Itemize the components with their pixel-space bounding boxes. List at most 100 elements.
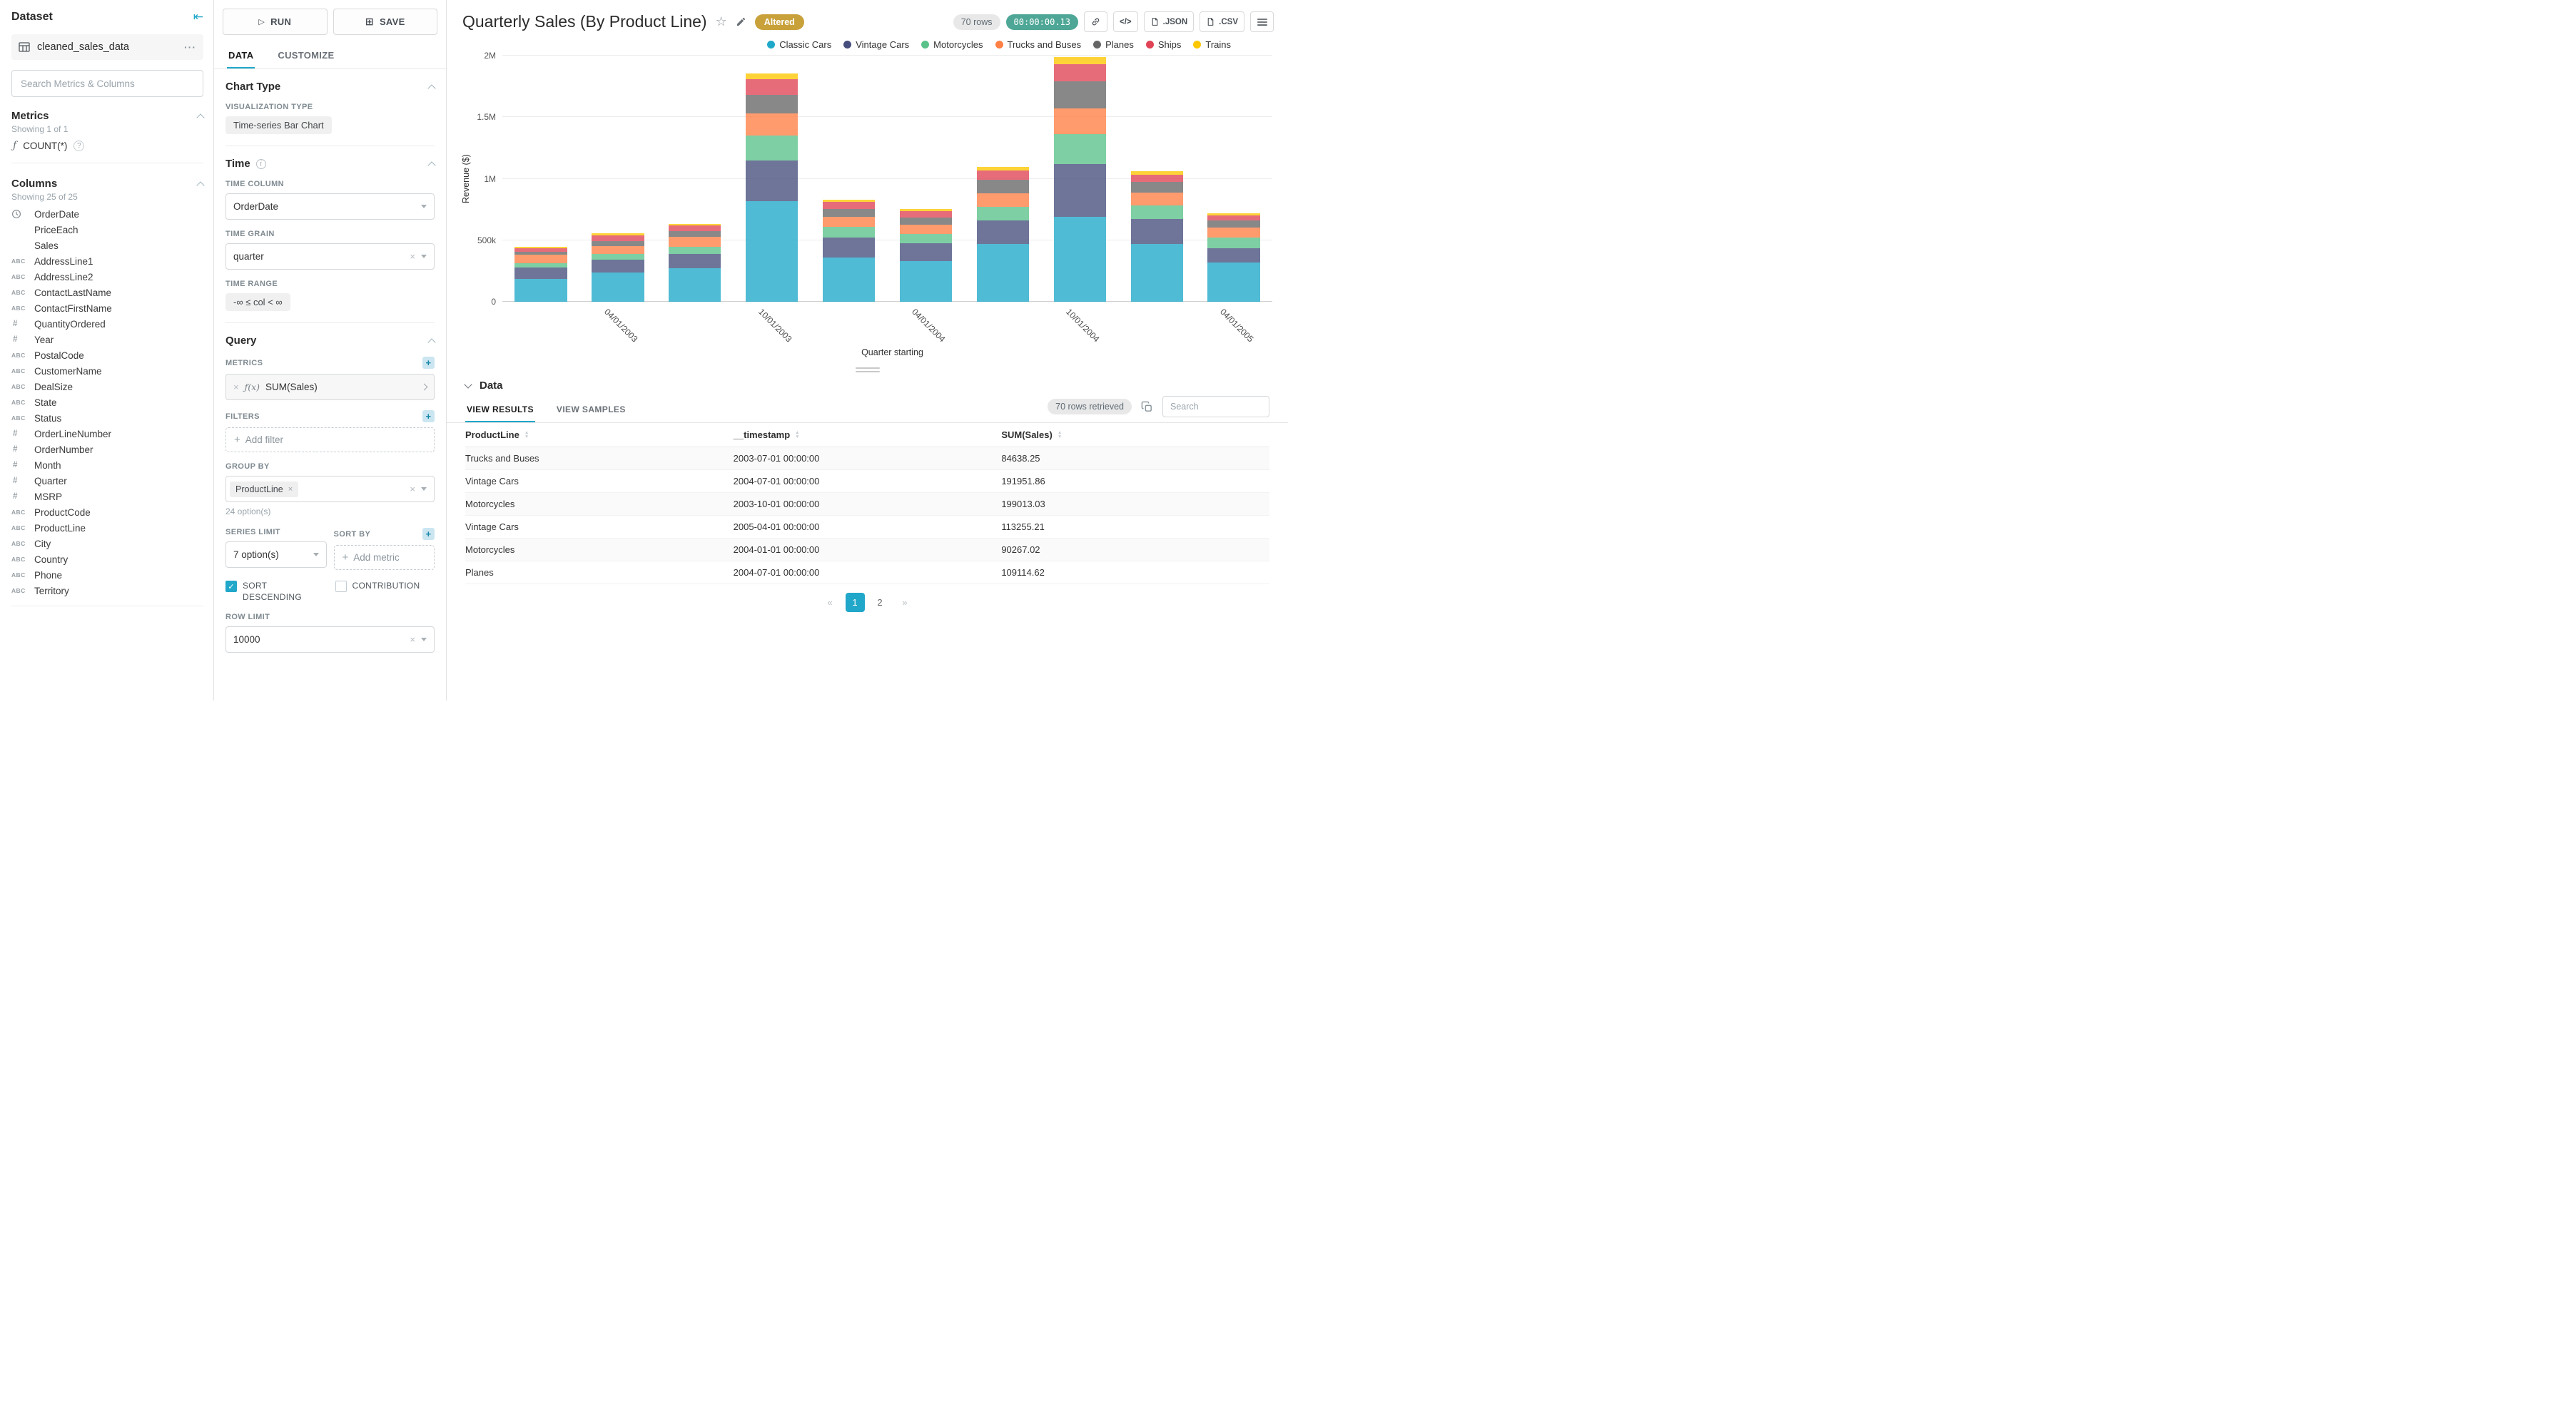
download-json-button[interactable]: .JSON <box>1143 11 1195 32</box>
bar-segment-vintage-cars[interactable] <box>1130 219 1183 244</box>
column-item-dealsize[interactable]: ABC DealSize <box>11 379 203 394</box>
series-limit-select[interactable]: 7 option(s) <box>225 541 327 568</box>
column-item-month[interactable]: # Month <box>11 457 203 473</box>
metric-item[interactable]: ƒ COUNT(*) ? <box>11 134 203 156</box>
metrics-section-header[interactable]: Metrics <box>11 110 205 122</box>
column-item-addressline2[interactable]: ABC AddressLine2 <box>11 269 203 285</box>
bar-segment-vintage-cars[interactable] <box>1207 248 1260 263</box>
bar-segment-ships[interactable] <box>669 225 721 231</box>
download-csv-button[interactable]: .CSV <box>1200 11 1244 32</box>
bar-01/01/2003[interactable] <box>514 56 567 302</box>
table-row[interactable]: Motorcycles 2003-10-01 00:00:00 199013.03 <box>465 492 1269 516</box>
edit-title-icon[interactable] <box>736 16 746 27</box>
bar-segment-motorcycles[interactable] <box>592 253 644 260</box>
column-item-msrp[interactable]: # MSRP <box>11 489 203 504</box>
bar-segment-vintage-cars[interactable] <box>822 238 876 258</box>
legend-item-trains[interactable]: Trains <box>1193 39 1231 50</box>
bar-segment-classic-cars[interactable] <box>514 279 567 302</box>
time-column-select[interactable]: OrderDate <box>225 193 435 220</box>
remove-icon[interactable]: × <box>288 484 293 494</box>
bar-segment-ships[interactable] <box>1207 215 1260 220</box>
legend-item-trucks-and-buses[interactable]: Trucks and Buses <box>995 39 1081 50</box>
bar-segment-ships[interactable] <box>514 248 567 253</box>
dataset-selector[interactable]: cleaned_sales_data ··· <box>11 34 203 60</box>
bar-04/01/2004[interactable] <box>899 56 953 302</box>
bar-segment-trains[interactable] <box>592 233 644 235</box>
metric-chip[interactable]: × ƒ(x) SUM(Sales) <box>225 374 435 400</box>
column-item-state[interactable]: ABC State <box>11 394 203 410</box>
bar-segment-trucks-and-buses[interactable] <box>976 193 1030 207</box>
chevron-up-icon[interactable] <box>196 113 205 122</box>
data-panel-header[interactable]: Data <box>447 374 1288 396</box>
bar-segment-ships[interactable] <box>976 170 1030 180</box>
clear-icon[interactable]: × <box>410 634 415 646</box>
bar-segment-classic-cars[interactable] <box>976 243 1030 302</box>
legend-item-classic-cars[interactable]: Classic Cars <box>767 39 831 50</box>
column-item-contactlastname[interactable]: ABC ContactLastName <box>11 285 203 300</box>
altered-badge[interactable]: Altered <box>754 14 804 30</box>
bar-segment-trucks-and-buses[interactable] <box>822 216 876 227</box>
copy-data-icon[interactable] <box>1141 401 1153 413</box>
column-item-orderlinenumber[interactable]: # OrderLineNumber <box>11 426 203 442</box>
pagination-prev[interactable]: « <box>827 597 833 608</box>
bar-segment-ships[interactable] <box>822 202 876 209</box>
chart-type-section-header[interactable]: Chart Type <box>225 81 436 93</box>
bar-segment-ships[interactable] <box>1053 64 1106 82</box>
time-grain-select[interactable]: quarter × <box>225 243 435 270</box>
bar-segment-trucks-and-buses[interactable] <box>1130 193 1183 206</box>
viz-type-chip[interactable]: Time-series Bar Chart <box>225 116 332 134</box>
add-sort-metric-icon[interactable]: + <box>422 528 435 540</box>
add-filter-box[interactable]: + Add filter <box>225 427 435 452</box>
bar-segment-classic-cars[interactable] <box>1053 216 1106 302</box>
sort-descending-checkbox[interactable]: ✓ SORT DESCENDING <box>225 580 325 603</box>
checkbox-checked-icon[interactable]: ✓ <box>225 581 237 592</box>
bar-segment-trucks-and-buses[interactable] <box>1207 227 1260 238</box>
column-item-productline[interactable]: ABC ProductLine <box>11 520 203 536</box>
column-item-phone[interactable]: ABC Phone <box>11 567 203 583</box>
bar-segment-trucks-and-buses[interactable] <box>745 113 798 136</box>
column-item-quarter[interactable]: # Quarter <box>11 473 203 489</box>
time-range-chip[interactable]: -∞ ≤ col < ∞ <box>225 293 290 311</box>
bar-segment-classic-cars[interactable] <box>669 268 721 302</box>
table-row[interactable]: Vintage Cars 2005-04-01 00:00:00 113255.21 <box>465 515 1269 539</box>
chevron-up-icon[interactable] <box>427 84 436 93</box>
bar-segment-trucks-and-buses[interactable] <box>669 236 721 248</box>
bar-segment-motorcycles[interactable] <box>669 247 721 254</box>
bar-segment-vintage-cars[interactable] <box>669 253 721 269</box>
column-item-city[interactable]: ABC City <box>11 536 203 551</box>
clear-icon[interactable]: × <box>410 484 415 494</box>
group-by-select[interactable]: ProductLine × × <box>225 476 435 502</box>
save-button[interactable]: ⊞ SAVE <box>333 9 437 35</box>
column-item-addressline1[interactable]: ABC AddressLine1 <box>11 253 203 269</box>
column-item-postalcode[interactable]: ABC PostalCode <box>11 347 203 363</box>
column-item-ordernumber[interactable]: # OrderNumber <box>11 442 203 457</box>
bar-segment-planes[interactable] <box>1130 181 1183 193</box>
clear-icon[interactable]: × <box>410 251 415 262</box>
bar-segment-planes[interactable] <box>822 208 876 217</box>
bar-segment-trains[interactable] <box>1130 171 1183 175</box>
help-icon[interactable]: ? <box>73 140 85 151</box>
bar-segment-trains[interactable] <box>1207 213 1260 215</box>
column-item-status[interactable]: ABC Status <box>11 410 203 426</box>
embed-code-button[interactable]: </> <box>1113 11 1138 32</box>
bar-segment-planes[interactable] <box>592 240 644 246</box>
bar-segment-trains[interactable] <box>1053 56 1106 65</box>
resize-handle[interactable] <box>447 357 1288 374</box>
legend-item-ships[interactable]: Ships <box>1145 39 1181 50</box>
bar-segment-motorcycles[interactable] <box>514 263 567 268</box>
group-by-chip[interactable]: ProductLine × <box>230 481 299 497</box>
bar-segment-ships[interactable] <box>592 235 644 241</box>
column-item-quantityordered[interactable]: # QuantityOrdered <box>11 316 203 332</box>
table-search-input[interactable] <box>1162 396 1269 417</box>
column-item-customername[interactable]: ABC CustomerName <box>11 363 203 379</box>
legend-item-motorcycles[interactable]: Motorcycles <box>921 39 983 50</box>
bar-segment-ships[interactable] <box>1130 174 1183 182</box>
bar-segment-vintage-cars[interactable] <box>592 259 644 272</box>
column-item-sales[interactable]: Sales <box>11 238 203 253</box>
bar-10/01/2004[interactable] <box>1053 56 1106 302</box>
bar-segment-vintage-cars[interactable] <box>514 267 567 280</box>
bar-segment-trains[interactable] <box>976 166 1030 171</box>
bar-segment-motorcycles[interactable] <box>1053 134 1106 164</box>
bar-04/01/2003[interactable] <box>592 56 644 302</box>
bar-segment-classic-cars[interactable] <box>822 257 876 302</box>
